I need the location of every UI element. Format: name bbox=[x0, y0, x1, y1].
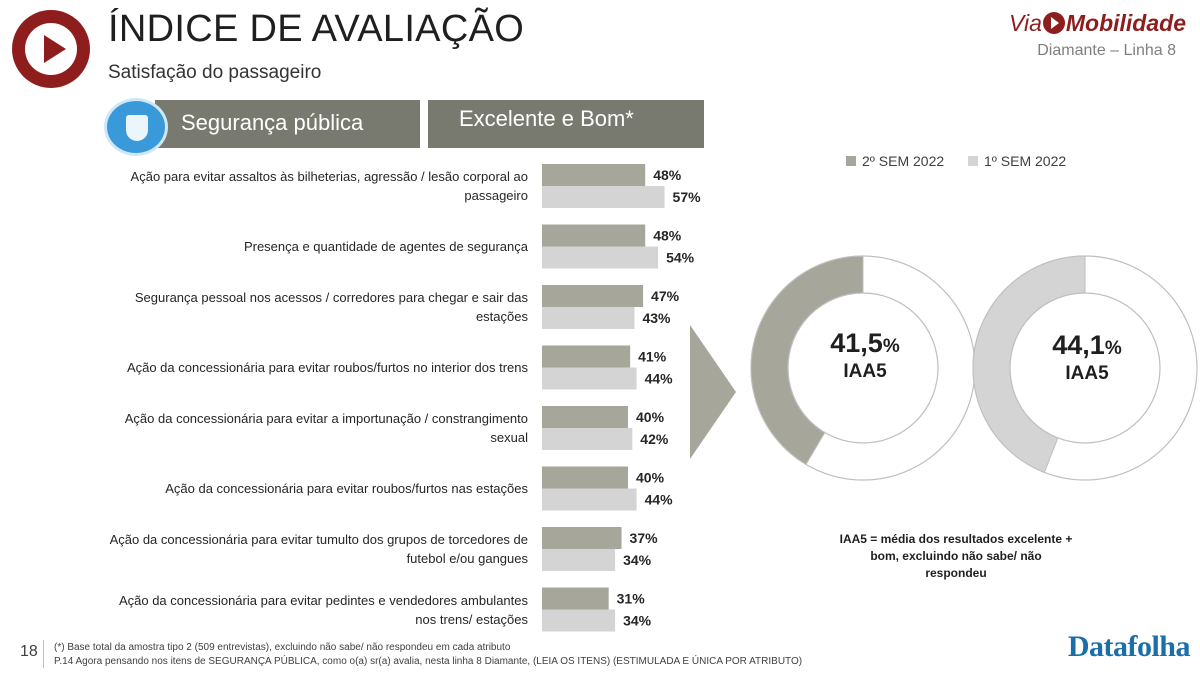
donut-label-1sem: IAA5 bbox=[1065, 363, 1109, 384]
bar-value-2sem-6: 40% bbox=[636, 470, 665, 486]
footer-divider bbox=[43, 640, 44, 668]
donut-value-1sem: 44,1% IAA5 bbox=[1022, 330, 1152, 385]
legend-swatch-2sem bbox=[846, 156, 856, 166]
category-label-3: Segurança pessoal nos acessos / corredor… bbox=[88, 288, 528, 326]
bar-2sem-8 bbox=[542, 587, 609, 610]
legend-item-2sem: 2º SEM 2022 bbox=[846, 153, 944, 169]
category-label-line: Ação para evitar assaltos às bilheterias… bbox=[130, 169, 528, 184]
category-label-line: Ação da concessionária para evitar tumul… bbox=[109, 532, 528, 547]
bar-value-1sem-1: 57% bbox=[673, 189, 702, 205]
legend-swatch-1sem bbox=[968, 156, 978, 166]
bar-2sem-3 bbox=[542, 285, 644, 307]
bar-1sem-3 bbox=[542, 307, 635, 329]
bar-value-2sem-3: 47% bbox=[651, 288, 680, 304]
bar-2sem-1 bbox=[542, 164, 646, 186]
play-logo-icon bbox=[12, 10, 90, 88]
bar-1sem-8 bbox=[542, 609, 616, 632]
bar-value-1sem-5: 42% bbox=[640, 431, 669, 447]
bar-value-1sem-3: 43% bbox=[642, 310, 671, 326]
category-label-line: Segurança pessoal nos acessos / corredor… bbox=[134, 290, 528, 305]
category-label-5: Ação da concessionária para evitar a imp… bbox=[88, 409, 528, 447]
bar-value-2sem-8: 31% bbox=[617, 591, 646, 607]
donut-value-2sem: 41,5% IAA5 bbox=[800, 328, 930, 383]
bar-1sem-1 bbox=[542, 186, 665, 208]
metric-header: Excelente e Bom* bbox=[428, 100, 704, 148]
brand-mobilidade: Mobilidade bbox=[1065, 10, 1186, 36]
bar-1sem-6 bbox=[542, 488, 637, 511]
brand-play-icon bbox=[1042, 12, 1065, 34]
page-number: 18 bbox=[20, 643, 38, 660]
bar-1sem-4 bbox=[542, 367, 637, 390]
page-subtitle: Satisfação do passageiro bbox=[108, 62, 322, 83]
legend-label-1sem: 1º SEM 2022 bbox=[984, 153, 1067, 169]
bar-2sem-4 bbox=[542, 345, 631, 368]
category-label-line: passageiro bbox=[464, 188, 528, 203]
datafolha-logo: Datafolha bbox=[1067, 630, 1191, 663]
legend-item-1sem: 1º SEM 2022 bbox=[968, 153, 1066, 169]
category-label-8: Ação da concessionária para evitar pedin… bbox=[88, 591, 528, 629]
bar-2sem-7 bbox=[542, 527, 622, 549]
donut-label-2sem: IAA5 bbox=[843, 361, 887, 382]
bar-2sem-6 bbox=[542, 466, 628, 489]
bar-value-2sem-1: 48% bbox=[653, 167, 682, 183]
category-label-line: Ação da concessionária para evitar a imp… bbox=[124, 411, 528, 426]
category-label-line: nos trens/ estações bbox=[415, 611, 528, 627]
bar-value-2sem-7: 37% bbox=[630, 530, 659, 546]
legend-label-2sem: 2º SEM 2022 bbox=[862, 153, 945, 169]
footer-question-note: P.14 Agora pensando nos itens de SEGURAN… bbox=[54, 656, 803, 667]
bar-1sem-7 bbox=[542, 549, 616, 571]
donut-number-2sem: 41,5 bbox=[830, 328, 883, 358]
bar-1sem-2 bbox=[542, 246, 659, 269]
iaa5-note: IAA5 = média dos resultados excelente + … bbox=[839, 532, 1073, 580]
chevron-arrow-icon bbox=[690, 325, 736, 459]
viamobilidade-logo: Via Mobilidade bbox=[1009, 10, 1186, 37]
bar-value-1sem-8: 34% bbox=[623, 613, 652, 629]
bar-2sem-2 bbox=[542, 224, 646, 247]
bar-value-1sem-7: 34% bbox=[623, 552, 652, 568]
category-label-line: sexual bbox=[490, 430, 528, 445]
bar-value-2sem-5: 40% bbox=[636, 409, 665, 425]
security-shield-icon bbox=[104, 98, 168, 156]
category-label-line: estações bbox=[475, 309, 528, 324]
category-label-1: Ação para evitar assaltos às bilheterias… bbox=[88, 167, 528, 205]
bar-1sem-5 bbox=[542, 428, 633, 450]
category-label-line: Ação da concessionária para evitar roubo… bbox=[165, 481, 528, 496]
category-label-7: Ação da concessionária para evitar tumul… bbox=[88, 530, 528, 568]
bar-2sem-5 bbox=[542, 406, 628, 428]
topic-header: Segurança pública bbox=[155, 100, 420, 148]
category-label-4: Ação da concessionária para evitar roubo… bbox=[88, 358, 528, 377]
footer-base-note: (*) Base total da amostra tipo 2 (509 en… bbox=[54, 642, 511, 653]
category-label-6: Ação da concessionária para evitar roubo… bbox=[88, 479, 528, 498]
donut-2sem-hole bbox=[787, 292, 939, 444]
bar-value-1sem-4: 44% bbox=[645, 371, 674, 387]
donut-number-1sem: 44,1 bbox=[1052, 330, 1105, 360]
category-label-line: futebol e/ou gangues bbox=[406, 551, 528, 566]
bar-value-2sem-2: 48% bbox=[653, 228, 682, 244]
bar-value-1sem-6: 44% bbox=[645, 492, 674, 508]
line-label: Diamante – Linha 8 bbox=[1037, 42, 1176, 59]
category-label-line: Ação da concessionária para evitar roubo… bbox=[126, 360, 528, 375]
brand-via: Via bbox=[1009, 10, 1042, 36]
category-label-line: Ação da concessionária para evitar pedin… bbox=[118, 592, 528, 608]
page-title: ÍNDICE DE AVALIAÇÃO bbox=[108, 8, 525, 50]
bar-value-1sem-2: 54% bbox=[666, 250, 695, 266]
category-label-2: Presença e quantidade de agentes de segu… bbox=[88, 237, 528, 256]
bar-value-2sem-4: 41% bbox=[638, 349, 667, 365]
category-label-line: Presença e quantidade de agentes de segu… bbox=[243, 239, 528, 254]
donut-1sem-hole bbox=[1009, 292, 1161, 444]
